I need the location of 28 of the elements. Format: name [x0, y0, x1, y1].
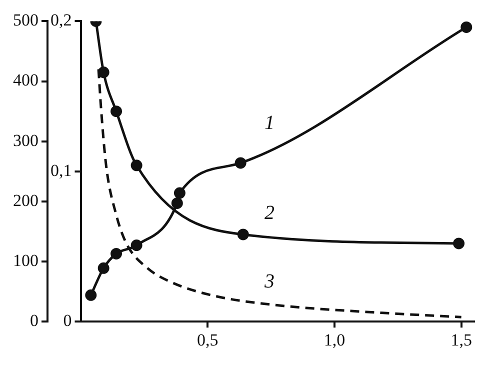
x-tick-label: 0,5 — [196, 330, 218, 350]
point — [110, 106, 122, 118]
y2-tick-label: 0 — [63, 311, 72, 330]
point — [98, 262, 110, 274]
point — [174, 187, 186, 199]
y-tick-label: 100 — [13, 250, 38, 270]
point — [85, 289, 97, 301]
y-tick-label: 400 — [13, 70, 38, 90]
point — [453, 238, 465, 250]
y2-tick-label: 0,2 — [50, 10, 72, 30]
point — [130, 240, 142, 252]
point — [237, 228, 249, 240]
y-tick-label: 200 — [13, 190, 38, 210]
y-tick-label: 300 — [13, 130, 38, 150]
point — [460, 21, 472, 33]
series-label: 1 — [264, 112, 275, 134]
point — [130, 160, 142, 172]
point — [234, 157, 246, 169]
series-label: 3 — [264, 270, 275, 292]
x-tick-label: 1,5 — [450, 330, 472, 350]
point — [110, 248, 122, 260]
y-tick-label: 0 — [30, 311, 38, 330]
y2-tick-label: 0,1 — [50, 160, 72, 180]
point — [98, 66, 110, 78]
point — [171, 197, 183, 209]
series-label: 2 — [264, 202, 275, 224]
x-tick-label: 1,0 — [324, 330, 346, 350]
y-tick-label: 500 — [13, 10, 38, 30]
